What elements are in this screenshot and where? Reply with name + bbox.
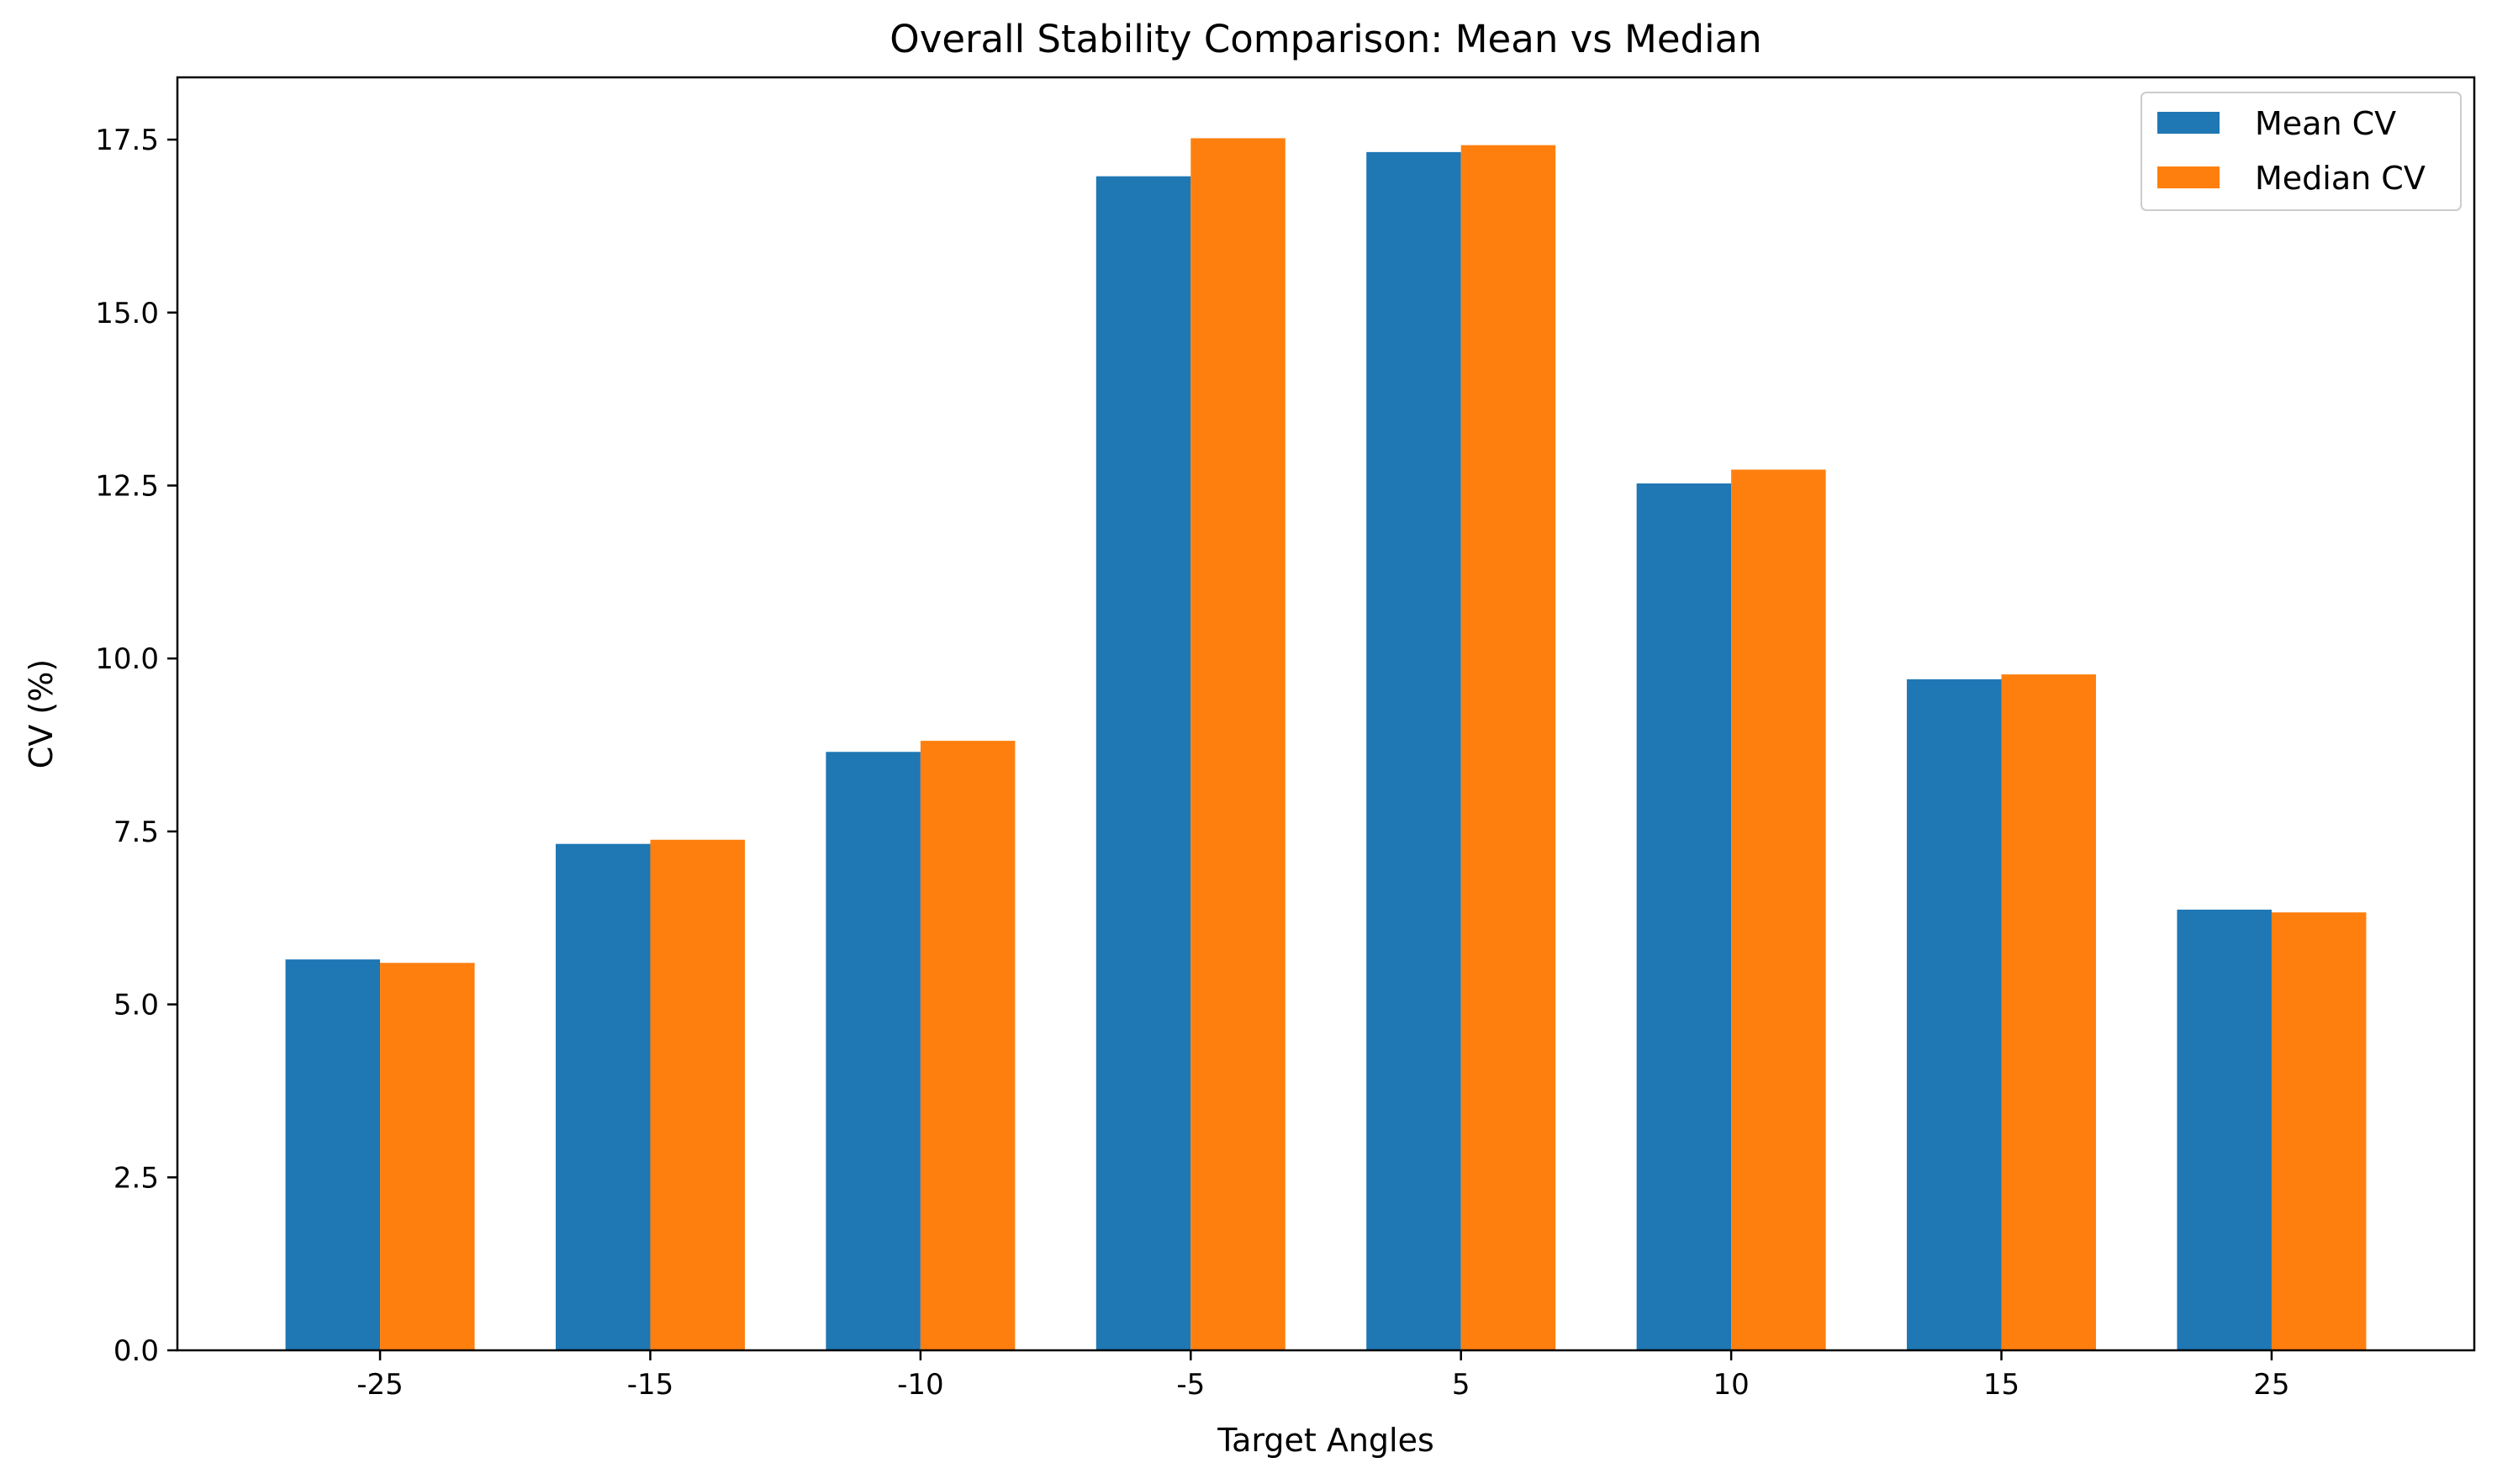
bar-mean-cv-10 [1636, 483, 1732, 1350]
x-tick-label: -15 [627, 1368, 674, 1402]
bar-median-cv--10 [920, 741, 1016, 1350]
bar-mean-cv-5 [1366, 151, 1461, 1350]
x-tick-label: 25 [2253, 1368, 2289, 1402]
y-tick-label: 7.5 [114, 816, 159, 849]
legend-frame [2141, 92, 2462, 211]
x-tick-label: 5 [1452, 1368, 1470, 1402]
x-axis-label: Target Angles [1217, 1422, 1434, 1459]
chart-title: Overall Stability Comparison: Mean vs Me… [890, 17, 1761, 61]
bar-median-cv-5 [1460, 145, 1556, 1350]
bar-mean-cv--5 [1095, 176, 1191, 1351]
bar-mean-cv--15 [555, 843, 651, 1350]
y-tick-label: 12.5 [95, 469, 159, 503]
y-tick-label: 10.0 [95, 642, 159, 676]
plot-frame [176, 76, 2476, 1352]
legend-swatch-median-cv [2157, 166, 2220, 188]
y-tick-label: 17.5 [95, 124, 159, 157]
y-tick-label: 0.0 [114, 1334, 159, 1368]
bar-median-cv-25 [2271, 912, 2367, 1350]
bar-median-cv--5 [1190, 138, 1285, 1350]
x-tick-label: -10 [897, 1368, 944, 1402]
bar-median-cv--15 [650, 839, 745, 1350]
x-tick-label: -5 [1176, 1368, 1205, 1402]
bar-mean-cv--10 [826, 752, 921, 1350]
x-axis-ticks: -25 -15 -10 -5 5 10 15 25 [356, 1350, 2290, 1402]
bar-mean-cv--25 [285, 959, 381, 1350]
legend-swatch-mean-cv [2157, 112, 2220, 134]
legend-label-median-cv: Median CV [2255, 160, 2426, 197]
bars-layer [285, 138, 2367, 1351]
y-tick-label: 5.0 [114, 989, 159, 1022]
bar-mean-cv-25 [2177, 909, 2272, 1350]
y-tick-label: 2.5 [114, 1161, 159, 1195]
bar-mean-cv-15 [1907, 679, 2002, 1350]
legend-label-mean-cv: Mean CV [2255, 105, 2396, 142]
legend: Mean CV Median CV [2141, 92, 2462, 211]
y-axis-ticks: 0.0 2.5 5.0 7.5 10.0 12.5 15.0 17.5 [95, 124, 177, 1368]
y-axis-label: CV (%) [23, 659, 60, 768]
bar-median-cv-15 [2001, 674, 2097, 1350]
x-tick-label: 10 [1713, 1368, 1749, 1402]
bar-median-cv--25 [380, 963, 475, 1350]
bar-median-cv-10 [1731, 469, 1826, 1350]
x-tick-label: 15 [1983, 1368, 2019, 1402]
x-tick-label: -25 [356, 1368, 404, 1402]
y-tick-label: 15.0 [95, 297, 159, 330]
